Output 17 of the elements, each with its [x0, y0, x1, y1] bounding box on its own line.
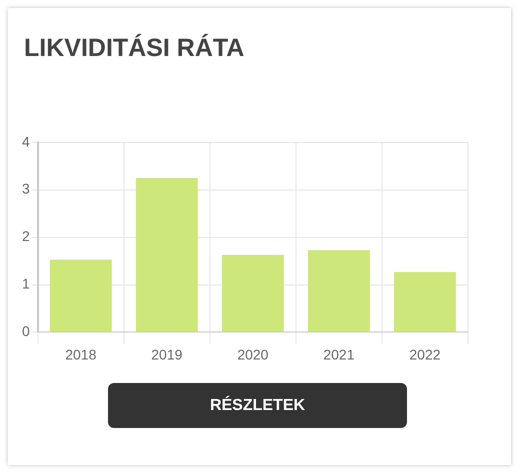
- x-tick-label: 2019: [151, 346, 183, 362]
- y-tick-label: 0: [22, 323, 30, 340]
- bar: [308, 250, 370, 332]
- bar: [394, 272, 456, 332]
- bar: [222, 254, 284, 332]
- bar: [50, 260, 112, 332]
- x-tick-label: 2018: [65, 346, 97, 362]
- x-tick-label: 2022: [409, 346, 441, 362]
- text: RÉSZLETEK: [108, 383, 407, 428]
- x-tick-label: 2020: [237, 346, 269, 362]
- bar: [136, 178, 198, 332]
- y-tick-label: 1: [22, 276, 30, 292]
- y-tick-label: 3: [22, 180, 30, 197]
- y-tick-label: 4: [22, 133, 30, 150]
- x-tick-label: 2021: [323, 346, 355, 362]
- chart-title: LIKVIDITÁSI RÁTA: [24, 34, 244, 63]
- y-tick-label: 2: [22, 228, 30, 244]
